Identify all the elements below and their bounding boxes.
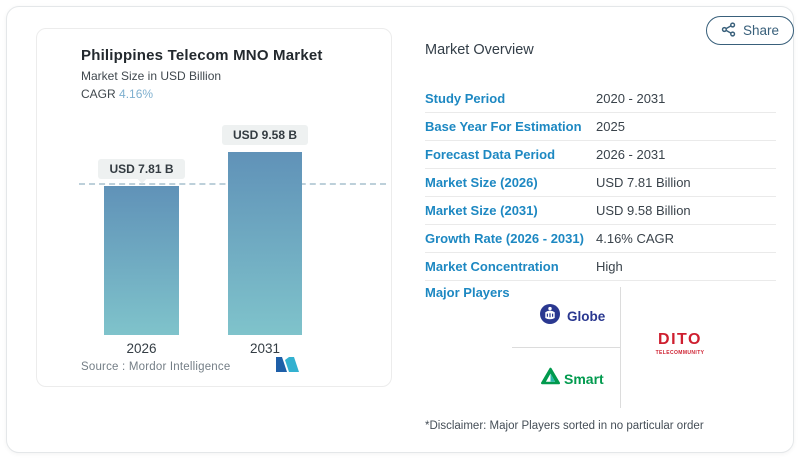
source-label: Source : [81,361,126,373]
mordor-intelligence-logo [275,357,299,377]
chart-cagr: CAGR 4.16% [81,87,323,101]
dito-subtext: TELECOMMUNITY [655,350,705,356]
x-axis-label-2026: 2026 [126,341,157,356]
source-attribution: Source : Mordor Intelligence [81,361,230,373]
row-value: High [596,259,623,274]
row-value: 4.16% CAGR [596,231,675,246]
player-globe: Globe [539,303,605,330]
chart-card: USD 7.81 B USD 9.58 B 2026 2031 Philippi… [36,28,392,387]
row-value: 2025 [596,119,625,134]
row-label: Growth Rate (2026 - 2031) [425,231,584,246]
row-label: Market Size (2031) [425,203,538,218]
row-label: Base Year For Estimation [425,119,582,134]
dito-logo: DITO [658,331,702,348]
share-icon [721,21,736,40]
globe-logo [539,303,561,330]
table-row: Base Year For Estimation 2025 [425,113,776,141]
disclaimer-text: *Disclaimer: Major Players sorted in no … [425,420,704,432]
bar-2026 [104,186,179,335]
chart-subtitle: Market Size in USD Billion [81,69,222,83]
row-value: 2020 - 2031 [596,91,666,106]
player-name: Globe [567,309,606,324]
table-row: Market Size (2031) USD 9.58 Billion [425,197,776,225]
table-row: Forecast Data Period 2026 - 2031 [425,141,776,169]
chart-footer: Source : Mordor Intelligence [81,357,299,377]
row-label: Forecast Data Period [425,147,556,162]
share-button-label: Share [743,23,780,38]
x-axis-label-2031: 2031 [249,341,281,356]
player-name: Smart [564,370,604,387]
bar-value-label: USD 9.58 B [221,125,309,145]
bar-chart: USD 7.81 B USD 9.58 B 2026 2031 [37,29,391,356]
bar-value-label: USD 7.81 B [98,159,185,179]
bar-group-2026: USD 7.81 B [98,159,185,335]
table-row: Growth Rate (2026 - 2031) 4.16% CAGR [425,225,776,253]
row-value: USD 9.58 Billion [596,203,691,218]
share-button[interactable]: Share [706,16,795,45]
smart-logo [541,367,560,390]
table-row: Study Period 2020 - 2031 [425,85,776,113]
chart-header: Philippines Telecom MNO Market Market Si… [81,47,323,101]
row-value: 2026 - 2031 [596,147,666,162]
cagr-label: CAGR [81,87,116,101]
player-dito: DITO TELECOMMUNITY [654,331,706,357]
row-value: USD 7.81 Billion [596,175,691,190]
table-row: Market Size (2026) USD 7.81 Billion [425,169,776,197]
source-value: Mordor Intelligence [128,361,231,373]
bar-group-2031: USD 9.58 B [221,125,309,335]
table-row: Market Concentration High [425,253,776,281]
player-smart: Smart [541,367,604,390]
players-vertical-divider [620,287,621,408]
cagr-value: 4.16% [119,87,154,101]
chart-title: Philippines Telecom MNO Market [81,47,323,64]
overview-title: Market Overview [425,42,534,58]
bar-2031 [228,152,302,335]
overview-table: Study Period 2020 - 2031 Base Year For E… [425,85,776,281]
row-label: Market Size (2026) [425,175,538,190]
major-players-label: Major Players [425,285,510,300]
row-label: Market Concentration [425,259,559,274]
row-label: Study Period [425,91,506,106]
players-horizontal-divider [512,347,620,348]
